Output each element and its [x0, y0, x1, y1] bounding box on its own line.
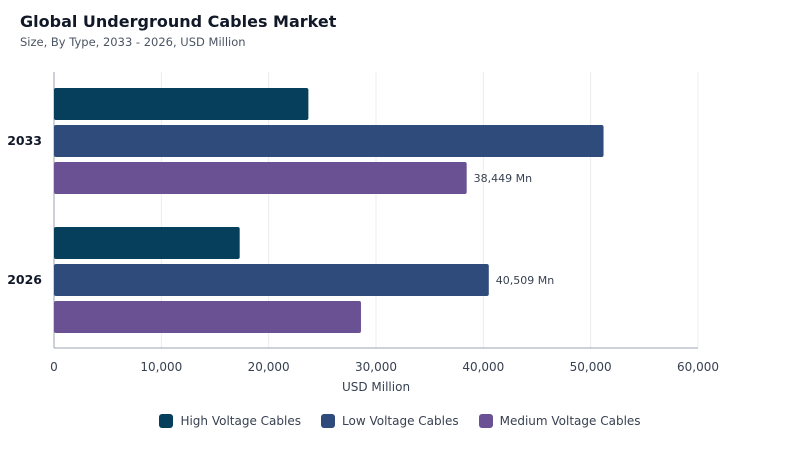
bar-medium-voltage-cables-2026: [54, 301, 361, 333]
legend-label: Low Voltage Cables: [342, 414, 459, 428]
bar-low-voltage-cables-2033: [54, 125, 604, 157]
legend-item-high-voltage[interactable]: High Voltage Cables: [159, 414, 301, 428]
legend-label: Medium Voltage Cables: [499, 414, 641, 428]
chart-legend: High Voltage Cables Low Voltage Cables M…: [0, 414, 800, 428]
legend-item-low-voltage[interactable]: Low Voltage Cables: [321, 414, 459, 428]
x-tick-label: 60,000: [677, 360, 719, 374]
legend-swatch: [321, 414, 335, 428]
chart-title: Global Underground Cables Market: [20, 12, 337, 31]
legend-swatch: [159, 414, 174, 428]
data-label: 40,509 Mn: [496, 274, 554, 287]
bar-medium-voltage-cables-2033: [54, 162, 467, 194]
x-tick-label: 30,000: [355, 360, 397, 374]
legend-item-medium-voltage[interactable]: Medium Voltage Cables: [478, 414, 641, 428]
x-tick-label: 0: [50, 360, 58, 374]
legend-label: High Voltage Cables: [180, 414, 301, 428]
y-category-label: 2026: [7, 272, 42, 287]
x-tick-label: 20,000: [248, 360, 290, 374]
data-label: 38,449 Mn: [474, 172, 532, 185]
x-tick-label: 10,000: [140, 360, 182, 374]
x-tick-label: 40,000: [462, 360, 504, 374]
bar-high-voltage-cables-2026: [54, 227, 240, 259]
bar-high-voltage-cables-2033: [54, 88, 309, 120]
x-tick-label: 50,000: [570, 360, 612, 374]
y-category-label: 2033: [7, 133, 42, 148]
chart-subtitle: Size, By Type, 2033 - 2026, USD Million: [20, 35, 246, 49]
x-axis-title: USD Million: [342, 380, 410, 394]
bar-low-voltage-cables-2026: [54, 264, 489, 296]
legend-swatch: [478, 414, 493, 428]
